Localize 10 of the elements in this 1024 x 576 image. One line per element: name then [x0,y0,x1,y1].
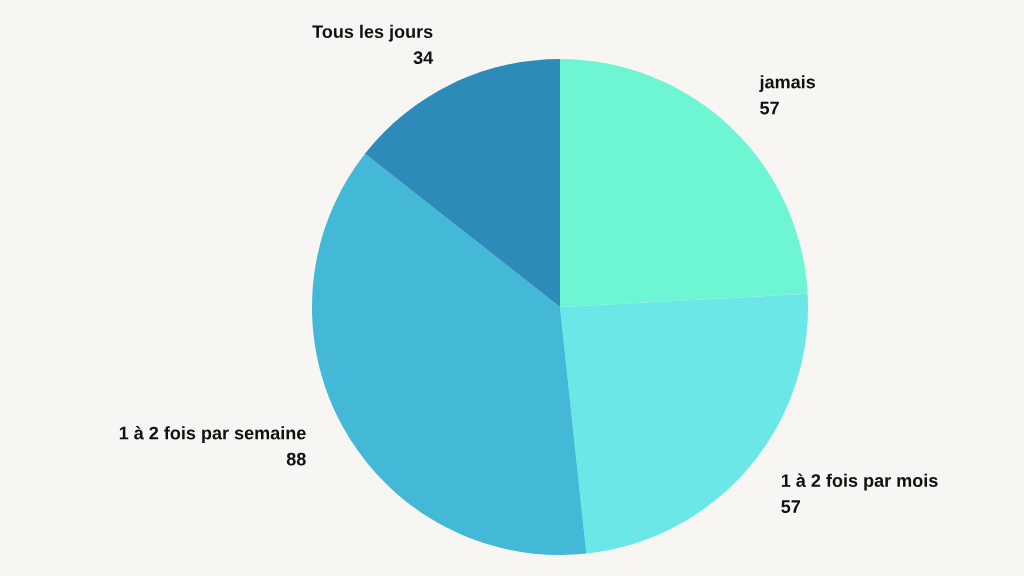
data-label: 57 [760,101,779,115]
data-label: 57 [781,500,801,513]
slice-label: 1 à 2 fois par mois [781,473,938,491]
pie-slice [560,293,808,554]
data-label: 34 [413,51,434,65]
data-label: 88 [286,452,306,466]
pie-slice [312,153,587,555]
slice-label: jamais [759,75,815,92]
slice-label: Tous les jours [312,24,433,42]
slice-label: 1 à 2 fois par semaine [119,426,306,444]
